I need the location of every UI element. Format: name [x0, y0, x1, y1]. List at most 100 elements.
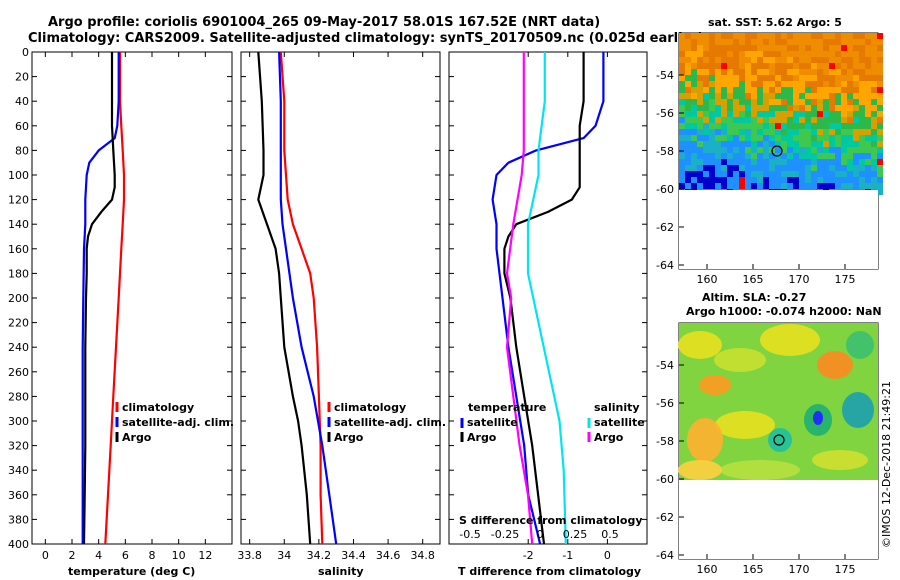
sst-pixel: [685, 117, 691, 123]
sst-pixel: [811, 63, 817, 69]
sst-pixel: [769, 51, 775, 57]
sst-pixel: [763, 177, 769, 183]
sst-pixel: [823, 75, 829, 81]
sst-pixel: [835, 39, 841, 45]
sst-pixel: [709, 153, 715, 159]
sst-pixel: [877, 123, 883, 129]
sst-pixel: [847, 165, 853, 171]
sst-pixel: [841, 165, 847, 171]
sst-pixel: [811, 93, 817, 99]
s-diff-satellite-line: [526, 52, 567, 545]
sst-pixel: [805, 99, 811, 105]
sla-anomaly-blob: [714, 348, 766, 372]
sst-pixel: [685, 33, 691, 39]
sst-pixel: [829, 81, 835, 87]
sst-pixel: [835, 111, 841, 117]
sst-pixel: [877, 75, 883, 81]
sst-pixel: [811, 51, 817, 57]
sst-pixel: [841, 153, 847, 159]
sst-pixel: [835, 57, 841, 63]
sst-pixel: [877, 135, 883, 141]
sst-pixel: [865, 105, 871, 111]
sst-pixel: [847, 45, 853, 51]
s-diff-tick-label: 0.25: [563, 528, 588, 541]
sst-pixel: [697, 51, 703, 57]
sst-pixel: [727, 141, 733, 147]
sst-pixel: [841, 33, 847, 39]
sst-pixel: [727, 81, 733, 87]
sst-pixel: [709, 165, 715, 171]
sst-pixel: [835, 123, 841, 129]
sst-pixel: [781, 51, 787, 57]
sst-pixel: [865, 117, 871, 123]
sst-pixel: [877, 69, 883, 75]
sst-pixel: [727, 183, 733, 189]
sst-pixel: [751, 63, 757, 69]
sst-pixel: [769, 45, 775, 51]
sst-pixel: [727, 75, 733, 81]
sst-pixel: [841, 99, 847, 105]
sla-map-axes: -54 -56 -58 -60 -62 -64 160 165 170 175: [656, 359, 855, 576]
depth-tick-label: 160: [8, 243, 29, 256]
sst-pixel: [859, 171, 865, 177]
sst-pixel: [817, 33, 823, 39]
sst-pixel: [877, 87, 883, 93]
sst-pixel: [781, 147, 787, 153]
sst-pixel: [691, 69, 697, 75]
sst-pixel: [835, 135, 841, 141]
sst-pixel: [787, 75, 793, 81]
sst-pixel: [823, 93, 829, 99]
sst-pixel: [679, 105, 685, 111]
sst-pixel: [697, 153, 703, 159]
sst-pixel: [757, 123, 763, 129]
sst-pixel: [781, 99, 787, 105]
lat-tick-label: -60: [656, 473, 674, 486]
sst-pixel: [793, 69, 799, 75]
sst-pixel: [847, 33, 853, 39]
sst-pixel: [709, 51, 715, 57]
sst-map-axes: -54 -56 -58 -60 -62 -64 160 165 170 175: [656, 69, 855, 286]
sst-pixel: [829, 135, 835, 141]
depth-tick-label: 220: [8, 317, 29, 330]
sst-pixel: [691, 75, 697, 81]
sst-pixel: [691, 33, 697, 39]
legend-argo-label: Argo: [122, 431, 152, 444]
sst-pixel: [823, 165, 829, 171]
sst-pixel: [769, 129, 775, 135]
sst-pixel: [823, 153, 829, 159]
sst-pixel: [769, 105, 775, 111]
sst-pixel: [739, 51, 745, 57]
sst-pixel: [787, 165, 793, 171]
sst-pixel: [733, 135, 739, 141]
sst-pixel: [739, 117, 745, 123]
sst-pixel: [829, 117, 835, 123]
sst-pixel: [763, 123, 769, 129]
sst-pixel: [841, 57, 847, 63]
sst-pixel: [835, 129, 841, 135]
sst-pixel: [709, 87, 715, 93]
sst-pixel: [871, 99, 877, 105]
sst-pixel: [829, 159, 835, 165]
sst-pixel: [721, 63, 727, 69]
sst-pixel: [727, 39, 733, 45]
sst-pixel: [841, 87, 847, 93]
sst-pixel: [805, 147, 811, 153]
sst-pixel: [745, 39, 751, 45]
sst-pixel: [829, 153, 835, 159]
sst-pixel: [697, 123, 703, 129]
sst-pixel: [865, 33, 871, 39]
sst-pixel: [685, 123, 691, 129]
sst-pixel: [721, 111, 727, 117]
sst-pixel: [871, 111, 877, 117]
sst-pixel: [823, 147, 829, 153]
sst-pixel: [835, 165, 841, 171]
sla-argo-location-marker: [773, 434, 785, 446]
sst-pixel: [775, 75, 781, 81]
sst-pixel: [793, 75, 799, 81]
sst-pixel: [703, 87, 709, 93]
sst-pixel: [721, 57, 727, 63]
sst-pixel: [877, 147, 883, 153]
depth-tick-label: 340: [8, 464, 29, 477]
difference-x-axis: -2 -1 0: [523, 52, 611, 562]
sst-pixel: [853, 99, 859, 105]
